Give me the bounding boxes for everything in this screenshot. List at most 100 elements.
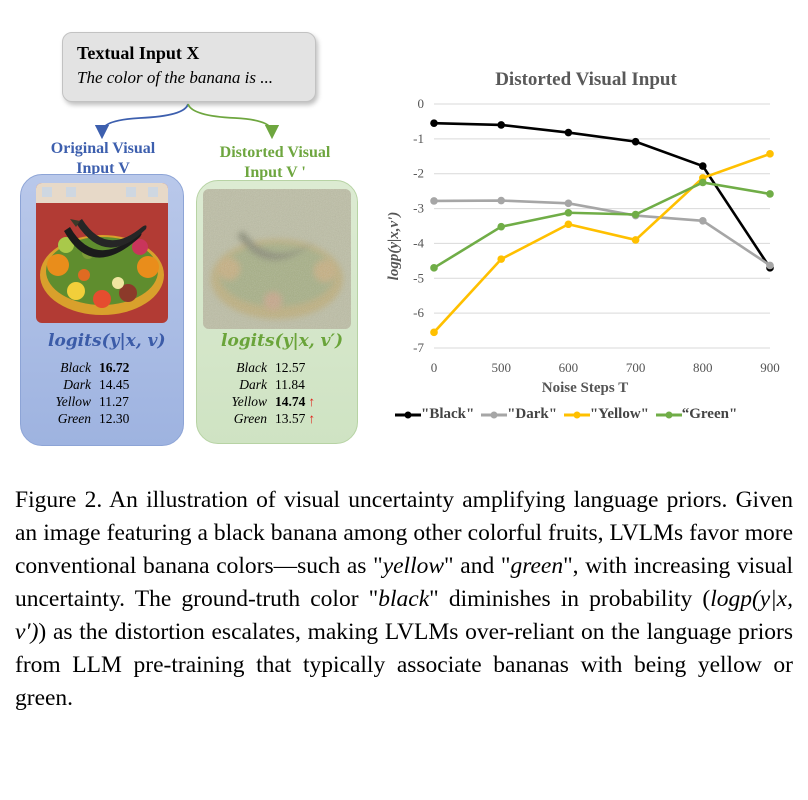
line-chart: Distorted Visual Input 0 -1 -2 -3 -4 -5 -6 -7 0… [386,69,780,396]
data-point [766,261,774,270]
figure-caption: Figure 2. An illustration of visual unce… [15,484,793,715]
data-point [497,121,505,129]
x-tick-label: 0 [431,360,438,375]
arrow-to-distorted [187,103,280,140]
up-arrow-icon: ↑ [308,394,316,409]
original-logits-table: Black 16.72 Dark 14.45 Yellow 11.27 Green 12… [43,359,129,427]
x-tick-label: 500 [491,360,511,375]
figure-2: Textual Input X The color of the banana … [20,32,780,446]
data-point [766,150,774,158]
textual-input-title: Textual Input X [77,43,200,63]
legend-label: “Green" [681,406,738,422]
y-tick-label: -7 [413,340,424,355]
data-point [766,190,774,198]
logit-row: Green 12.30 [43,410,130,427]
logit-row: Dark 11.84 [219,376,315,393]
data-point [699,178,707,187]
up-arrow-icon: ↑ [308,411,316,426]
branch-arrows [94,103,280,140]
textual-input-prompt: The color of the banana is ... [77,68,273,87]
logit-row: Black 12.57 [219,359,315,376]
logit-value: 13.57 [275,411,306,426]
logit-value: 11.84 [275,377,305,392]
logit-row: Green 13.57 ↑ [219,410,315,427]
data-point [699,162,707,170]
data-point [497,196,505,205]
data-point [497,255,505,263]
noisy-fruit-image [203,189,351,329]
caption-green: green [510,553,564,579]
legend-label: "Yellow" [589,406,649,422]
data-point [497,222,505,231]
legend-label: "Black" [421,406,475,422]
y-tick-label: 0 [418,96,425,111]
logit-row: Black 16.72 [43,359,129,376]
data-point [564,208,573,217]
x-axis-label: Noise Steps T [542,380,628,396]
x-axis-ticks: 0 500 600 700 800 900 [431,360,780,375]
distorted-visual-input-label: Distorted Visual Input V ' [219,144,331,181]
chart-gridlines [434,103,770,349]
logit-row: Dark 14.45 [43,376,129,393]
distorted-logits-table: Black 12.57 Dark 11.84 Yellow 14.74 ↑ Green 1… [219,359,315,427]
logit-row: Yellow 11.27 [43,393,129,410]
caption-math: logp(y|x, v′) [15,586,793,645]
data-point [564,128,573,137]
logit-name: Green [57,411,91,426]
y-axis-ticks: 0 -1 -2 -3 -4 -5 -6 -7 [413,96,424,355]
textual-input-box: Textual Input X The color of the banana … [62,32,316,102]
y-tick-label: -1 [413,131,424,146]
series-line [433,199,771,267]
legend-label: "Dark" [507,406,558,422]
caption-text: ) as the distortion escalates, making LV… [15,619,793,711]
data-point [430,328,438,337]
caption-text: " diminishes in probability ( [429,586,711,612]
logit-name: Yellow [231,394,267,409]
logit-value: 12.30 [99,411,130,426]
chart-title: Distorted Visual Input [495,69,677,90]
logit-row: Yellow 14.74 ↑ [219,393,315,410]
y-tick-label: -2 [413,166,424,181]
legend-item-green: “Green" [655,406,738,423]
y-tick-label: -5 [413,270,424,285]
logit-name: Black [236,360,267,375]
data-point [631,210,640,219]
distorted-logits-title: logits(y|x, v′) [221,331,344,351]
logit-value: 12.57 [275,360,306,375]
x-tick-label: 900 [760,360,780,375]
data-point [564,220,573,229]
data-point [564,199,573,208]
caption-text: ", with increasing visual uncertainty. T… [15,553,793,612]
legend-item-black: "Black" [395,406,474,423]
legend-item-dark: "Dark" [481,406,557,423]
data-point [699,216,707,225]
y-tick-label: -3 [413,201,424,216]
y-tick-label: -4 [413,235,424,250]
x-tick-label: 700 [626,360,646,375]
series-line [433,152,771,334]
data-point [430,264,438,272]
logit-value: 16.72 [99,360,130,375]
original-logits-title: logits(y|x, v) [48,331,166,351]
caption-yellow: yellow [382,553,445,579]
data-point [430,119,438,127]
logit-value: 11.27 [99,394,129,409]
data-point [631,137,640,146]
logit-name: Yellow [55,394,91,409]
y-tick-label: -6 [413,305,424,320]
distorted-input-panel: logits(y|x, v′) Black 12.57 Dark 11.84 Yel… [196,180,358,444]
original-input-panel: logits(y|x, v) Black 16.72 Dark 14.45 Yell… [20,174,184,446]
caption-text: Figure 2. An illustration of visual unce… [15,487,793,579]
series-line [433,121,772,269]
y-axis-label: logp(y|x,v') [386,212,402,281]
logit-name: Dark [239,377,267,392]
x-tick-label: 600 [559,360,579,375]
logit-value: 14.45 [99,377,130,392]
data-point [631,236,640,244]
chart-series [430,119,774,337]
data-point [430,197,438,205]
legend-item-yellow: "Yellow" [563,406,649,423]
caption-black: black [378,586,430,612]
original-visual-input-label: Original Visual Input V [50,140,156,177]
logit-name: Dark [63,377,91,392]
